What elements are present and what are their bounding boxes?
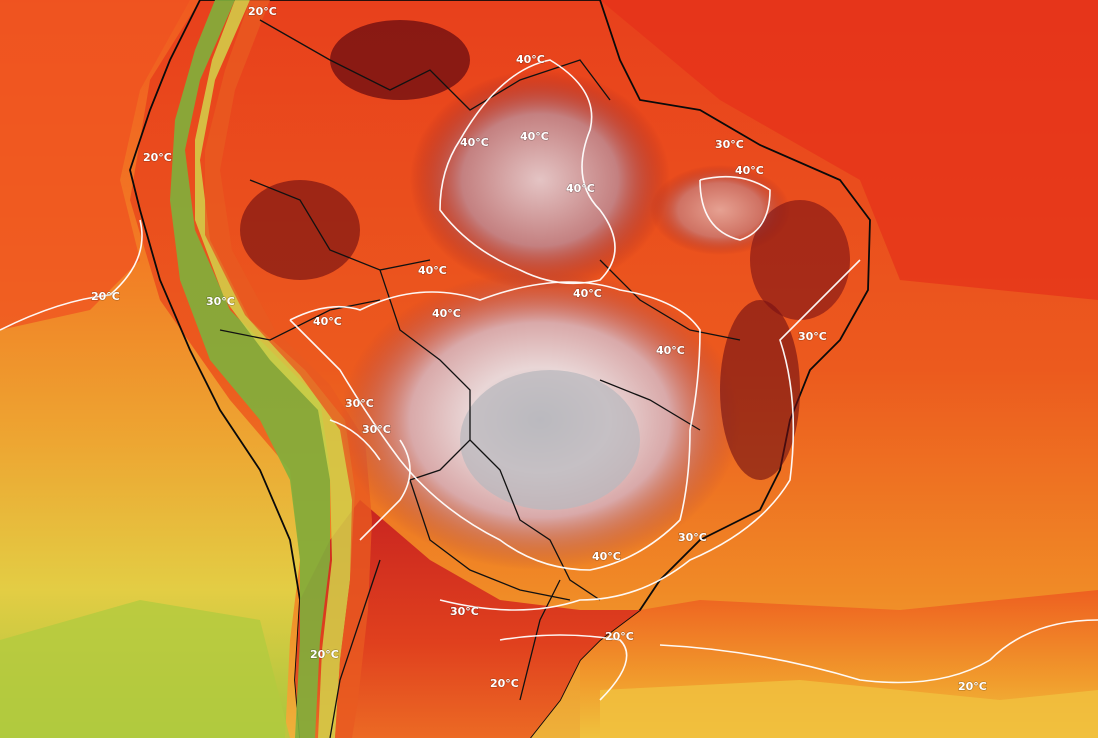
- iso-label-20c: 20°C: [605, 630, 634, 643]
- iso-label-40c: 40°C: [520, 130, 549, 143]
- iso-label-20c: 20°C: [958, 680, 987, 693]
- iso-label-30c: 30°C: [798, 330, 827, 343]
- andes-yellow-strip: [195, 0, 355, 738]
- pacific-green-south: [0, 600, 290, 738]
- iso-label-40c: 40°C: [735, 164, 764, 177]
- south-atlantic-yellow: [600, 680, 1098, 738]
- heat-core-peak: [460, 370, 640, 510]
- iso-label-40c: 40°C: [313, 315, 342, 328]
- isotherm-labels: 40°C 40°C 40°C 40°C 40°C 40°C 40°C 40°C …: [90, 4, 987, 693]
- iso-label-40c: 40°C: [656, 344, 685, 357]
- iso-label-30c: 30°C: [715, 138, 744, 151]
- iso-label-20c: 20°C: [310, 648, 339, 661]
- land-southern-cone: [295, 500, 640, 738]
- iso-label-30c: 30°C: [362, 423, 391, 436]
- iso-label-20c: 20°C: [91, 290, 120, 303]
- iso-label-40c: 40°C: [573, 287, 602, 300]
- dark-patch-3: [720, 300, 800, 480]
- iso-label-40c: 40°C: [418, 264, 447, 277]
- iso-label-30c: 30°C: [345, 397, 374, 410]
- dark-patch-1: [330, 20, 470, 100]
- iso-label-20c: 20°C: [143, 151, 172, 164]
- iso-label-30c: 30°C: [678, 531, 707, 544]
- iso-label-20c: 20°C: [490, 677, 519, 690]
- iso-label-40c: 40°C: [592, 550, 621, 563]
- iso-label-30c: 30°C: [450, 605, 479, 618]
- pacific-warm-band: [0, 0, 190, 330]
- iso-label-40c: 40°C: [516, 53, 545, 66]
- isotherms: [0, 59, 1098, 701]
- andes-orange-fringe: [205, 0, 372, 738]
- andes-cold-strip: [170, 0, 330, 738]
- iso-label-40c: 40°C: [460, 136, 489, 149]
- iso-label-30c: 30°C: [206, 295, 235, 308]
- iso-label-40c: 40°C: [432, 307, 461, 320]
- dark-patch-4: [750, 200, 850, 320]
- dark-patch-2: [240, 180, 360, 280]
- heat-core-north: [410, 70, 670, 290]
- north-atlantic: [600, 0, 1098, 300]
- country-borders: [219, 19, 741, 738]
- iso-label-40c: 40°C: [566, 182, 595, 195]
- iso-label-20c: 20°C: [248, 5, 277, 18]
